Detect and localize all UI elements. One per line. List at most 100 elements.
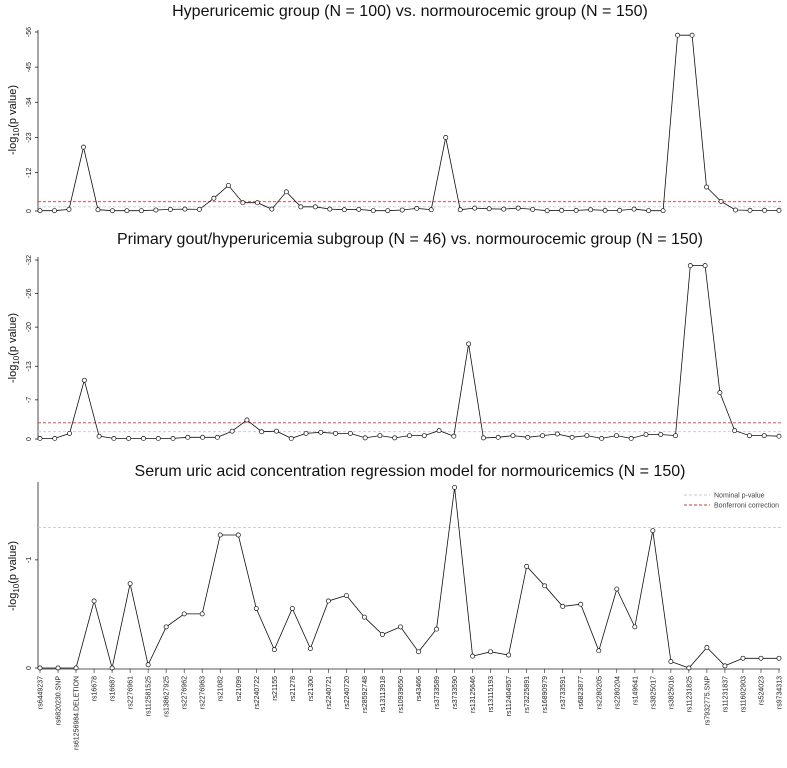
data-point [200,434,206,440]
data-point [211,195,217,201]
data-point [704,645,710,650]
data-point [81,377,87,383]
data-point [733,207,738,213]
x-tick-label: rs7932775.SNP [704,676,711,726]
legend-nominal-label: Nominal p-value [714,493,765,500]
data-point [436,428,442,434]
y-tick-label: -12 [26,167,33,177]
x-tick-label: rs9734313 [777,676,784,709]
x-tick-label: rs3733590 [452,676,459,709]
data-point [399,207,405,213]
data-point [506,652,512,658]
x-tick-label: rs28592748 [362,676,369,713]
data-point [229,428,235,434]
data-point [167,206,173,212]
data-point [495,434,501,440]
data-point [613,433,619,439]
data-point [240,200,246,206]
y-tick-label: -23 [26,132,33,142]
x-tick-label: rs2276962 [182,676,189,709]
data-point [578,601,584,607]
data-point [225,182,231,188]
y-tick-label: -45 [26,62,33,72]
data-point [584,433,590,439]
x-tick-label: rs13113918 [380,676,387,713]
data-point [343,593,349,598]
x-tick-label: rs6449237 [38,676,45,709]
x-tick-label: rs21278 [290,676,297,701]
data-point [196,206,202,212]
data-point [385,208,391,214]
panel-3-plot: 0 -1 [26,484,782,671]
data-point [428,207,434,213]
data-point [614,586,620,592]
data-point [288,435,294,441]
x-tick-label: rs21155 [272,676,279,701]
panel-1-plot: 0 -12 -23 -34 -45 -56 [26,27,782,214]
data-point [510,433,516,439]
data-point [91,598,97,604]
x-tick-label: rs3825016 [668,676,675,709]
data-point [67,430,73,436]
data-point [271,647,277,653]
data-point [689,32,695,38]
data-point [515,205,521,211]
data-point [588,207,594,213]
data-point [559,207,565,213]
data-point [451,433,457,439]
data-point [327,206,333,212]
x-tick-label: rs2240721 [326,676,333,709]
x-tick-label: rs524023 [758,676,765,705]
data-point [776,207,782,213]
y-tick-label: -26 [26,288,33,298]
data-point [52,208,57,214]
data-point [199,611,205,617]
data-point [254,200,260,206]
x-tick-label: rs16678 [92,676,99,701]
data-point [398,624,403,630]
data-point [274,428,279,434]
data-point [758,655,764,661]
x-tick-label: rs2276963 [200,676,207,709]
data-point [259,429,265,435]
y-tick-label: 0 [26,666,33,670]
legend: Nominal p-value Bonferroni correction [684,493,779,510]
data-point [470,653,476,659]
panel-1: Hyperuricemic group (N = 100) vs. normou… [7,3,782,214]
data-point [347,430,353,436]
data-point [717,390,723,396]
data-point [333,430,339,436]
data-point [660,208,666,214]
data-point [631,206,637,212]
series-line [40,34,779,212]
x-tick-label: rs43466 [416,676,423,701]
data-point [530,206,536,212]
x-tick-label: rs21099 [236,676,243,701]
data-point [153,207,159,213]
x-tick-label: rs2240722 [254,676,261,709]
data-point [722,663,728,669]
x-tick-label: rs11231825 [686,676,693,713]
y-tick-label: -1 [26,557,33,563]
data-point [718,198,724,204]
data-point [312,204,318,210]
y-tick-label: -13 [26,361,33,371]
data-point [540,433,545,439]
data-point [155,435,161,441]
data-point [126,435,132,441]
data-point [421,433,427,439]
series-line [40,487,779,669]
data-point [457,207,463,213]
data-point [235,532,241,538]
data-point [416,649,421,655]
data-point [573,207,579,213]
data-point [776,433,782,439]
y-tick-label: -32 [26,255,33,265]
data-point [392,435,398,441]
panel-1-title: Hyperuricemic group (N = 100) vs. normou… [172,3,648,20]
x-tick-label: rs112581525 [146,676,153,716]
data-point [628,435,634,441]
data-point [182,206,188,212]
data-point [407,433,412,439]
